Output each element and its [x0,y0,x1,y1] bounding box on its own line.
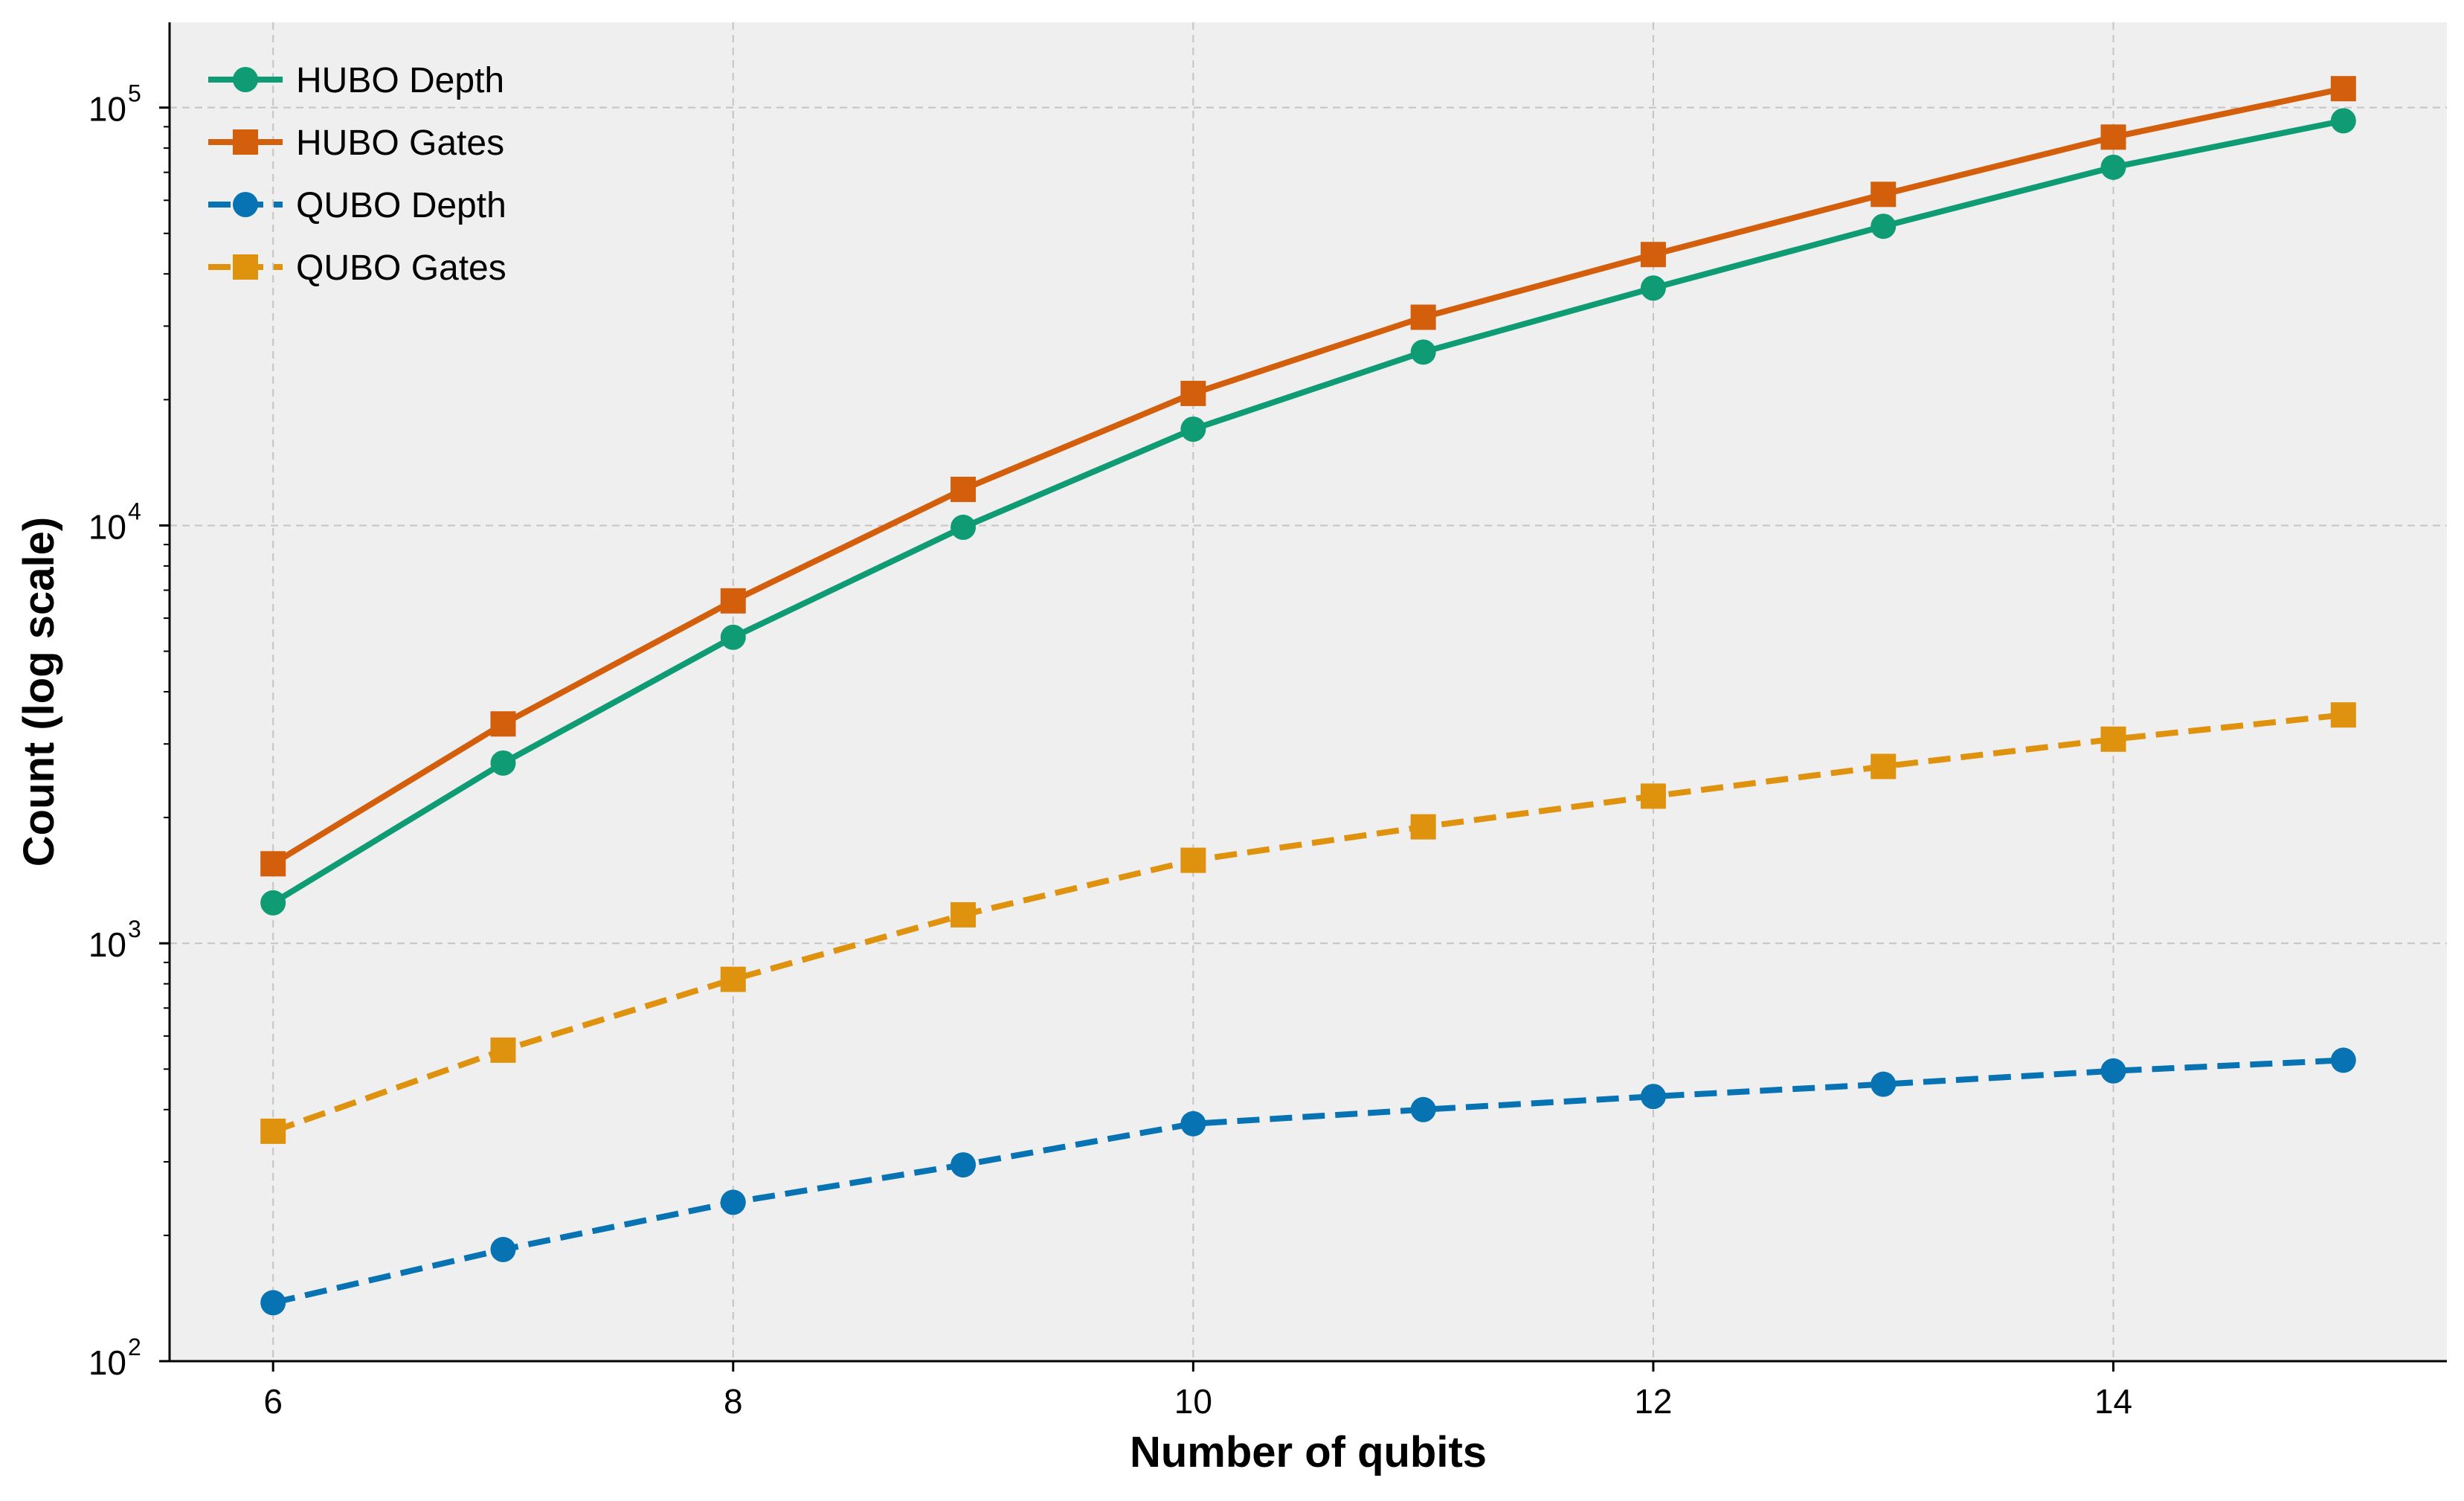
y-tick-label-exponent: 4 [128,498,141,524]
legend-swatch-marker [233,129,258,155]
data-point [720,624,746,650]
series-hubo-gates [260,76,2356,877]
data-point [1870,213,1897,240]
series-layer [260,76,2356,1316]
data-point [1410,339,1436,365]
data-point [490,1037,516,1063]
legend-swatch-marker [233,67,258,92]
data-point [260,890,286,916]
series-line [272,1057,2344,1306]
legend-item: QUBO Gates [208,248,506,288]
data-point [1640,1084,1666,1110]
y-tick-label: 10 [89,925,126,964]
plot-background [170,22,2447,1361]
legend-label: HUBO Gates [296,123,504,163]
data-point [2330,1047,2356,1073]
data-point [2100,154,2126,180]
y-axis-title: Count (log scale) [15,517,63,867]
series-qubo-depth [260,1047,2356,1316]
data-point [720,588,746,614]
data-point [950,901,977,928]
legend-item: HUBO Depth [208,61,504,100]
data-point [950,476,977,502]
data-point [2100,726,2126,752]
data-point [2100,1058,2126,1084]
data-point [260,1290,286,1316]
data-point [260,1118,286,1144]
data-point [2330,76,2356,102]
x-tick-label: 6 [263,1382,283,1421]
data-point [490,1236,516,1262]
legend-label: HUBO Depth [296,61,504,100]
y-tick-label: 10 [89,90,126,129]
y-tick-label-exponent: 5 [128,80,141,107]
data-point [1870,181,1897,208]
data-point [1180,1111,1206,1137]
data-point [1640,783,1666,809]
data-point [2100,124,2126,150]
legend: HUBO Depth HUBO Gates QUBO Depth QUBO Gates [208,61,506,288]
x-tick-label: 10 [1174,1382,1212,1421]
legend-item: QUBO Depth [208,186,506,225]
data-point [950,1152,977,1178]
legend-label: QUBO Gates [296,248,506,288]
data-point [1180,380,1206,406]
data-point [2330,702,2356,728]
data-point [490,750,516,776]
data-point [1640,242,1666,268]
data-point [1870,1071,1897,1097]
x-tick-label: 12 [1634,1382,1672,1421]
data-point [1640,275,1666,301]
data-point [260,851,286,877]
data-point [490,711,516,737]
data-point [720,966,746,992]
data-point [2330,108,2356,134]
data-point [1180,847,1206,873]
data-point [950,514,977,540]
data-point [1180,416,1206,442]
series-line [271,118,2344,906]
x-tick-label: 14 [2094,1382,2132,1421]
series-qubo-gates [260,702,2356,1144]
legend-item: HUBO Gates [208,123,504,163]
data-point [1410,1096,1436,1122]
series-line [271,712,2344,1134]
data-point [1410,304,1436,330]
y-tick-label-exponent: 3 [128,916,141,942]
legend-label: QUBO Depth [296,186,506,225]
data-point [720,1189,746,1215]
legend-swatch-marker [233,192,258,217]
data-point [1870,753,1897,780]
series-line [271,86,2344,867]
data-point [1410,814,1436,840]
series-hubo-depth [260,108,2356,916]
y-tick-label-exponent: 2 [128,1334,141,1360]
x-axis-title: Number of qubits [1130,1428,1487,1476]
y-tick-label: 10 [89,1343,126,1382]
legend-swatch-marker [233,254,258,280]
y-tick-label: 10 [89,507,126,546]
x-tick-label: 8 [724,1382,743,1421]
